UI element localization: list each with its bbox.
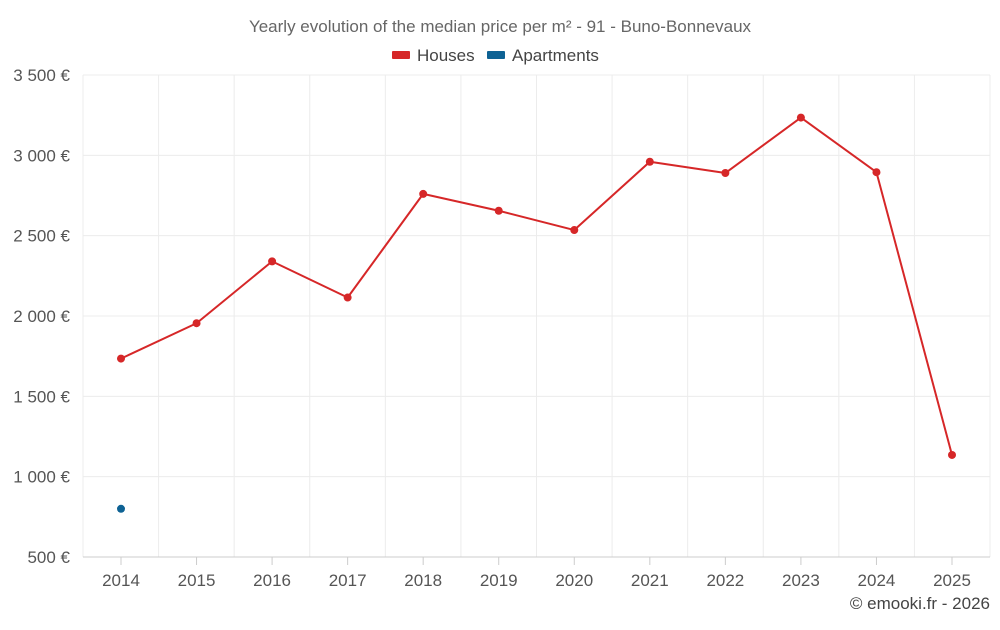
- data-point-houses[interactable]: [494, 206, 503, 215]
- chart-title: Yearly evolution of the median price per…: [249, 17, 752, 36]
- x-tick-label: 2021: [631, 571, 669, 590]
- y-tick-label: 3 000 €: [13, 146, 70, 165]
- legend-item-apartments[interactable]: Apartments: [487, 46, 599, 65]
- x-tick-label: 2025: [933, 571, 971, 590]
- legend-label-apartments: Apartments: [512, 46, 599, 65]
- series-line-houses: [120, 116, 953, 456]
- chart-credit: © emooki.fr - 2026: [850, 594, 990, 613]
- gridlines: [82, 74, 991, 557]
- data-point-apartments[interactable]: [117, 504, 125, 513]
- legend-swatch-apartments: [487, 51, 505, 59]
- y-tick-label: 500 €: [27, 548, 70, 567]
- data-point-houses[interactable]: [117, 354, 125, 363]
- data-point-houses[interactable]: [872, 168, 881, 177]
- y-tick-label: 3 500 €: [13, 66, 70, 85]
- axes: 500 € 1 000 € 1 500 € 2 000 € 2 500 € 3 000 €…: [13, 66, 990, 590]
- y-tick-label: 1 500 €: [13, 387, 70, 406]
- x-tick-label: 2016: [253, 571, 291, 590]
- points-layer: [117, 113, 956, 513]
- data-point-houses[interactable]: [948, 450, 956, 459]
- y-tick-label: 2 000 €: [13, 307, 70, 326]
- legend: Houses Apartments: [392, 46, 599, 65]
- data-point-houses[interactable]: [268, 257, 277, 266]
- x-tick-label: 2014: [102, 571, 140, 590]
- x-tick-label: 2022: [706, 571, 744, 590]
- legend-swatch-houses: [392, 51, 410, 59]
- legend-item-houses[interactable]: Houses: [392, 46, 475, 65]
- data-point-houses[interactable]: [343, 293, 352, 302]
- x-tick-label: 2020: [555, 571, 593, 590]
- y-tick-label: 1 000 €: [13, 468, 70, 487]
- x-tick-label: 2023: [782, 571, 820, 590]
- data-point-houses[interactable]: [721, 169, 730, 178]
- y-tick-label: 2 500 €: [13, 227, 70, 246]
- series-layer: [120, 116, 953, 456]
- data-point-houses[interactable]: [192, 319, 201, 328]
- data-point-houses[interactable]: [570, 226, 579, 235]
- data-point-houses[interactable]: [645, 157, 654, 166]
- x-tick-label: 2019: [480, 571, 518, 590]
- data-point-houses[interactable]: [419, 189, 428, 198]
- x-tick-label: 2018: [404, 571, 442, 590]
- legend-label-houses: Houses: [417, 46, 475, 65]
- x-tick-label: 2024: [858, 571, 896, 590]
- data-point-houses[interactable]: [796, 113, 805, 122]
- x-tick-label: 2015: [178, 571, 216, 590]
- x-tick-label: 2017: [329, 571, 367, 590]
